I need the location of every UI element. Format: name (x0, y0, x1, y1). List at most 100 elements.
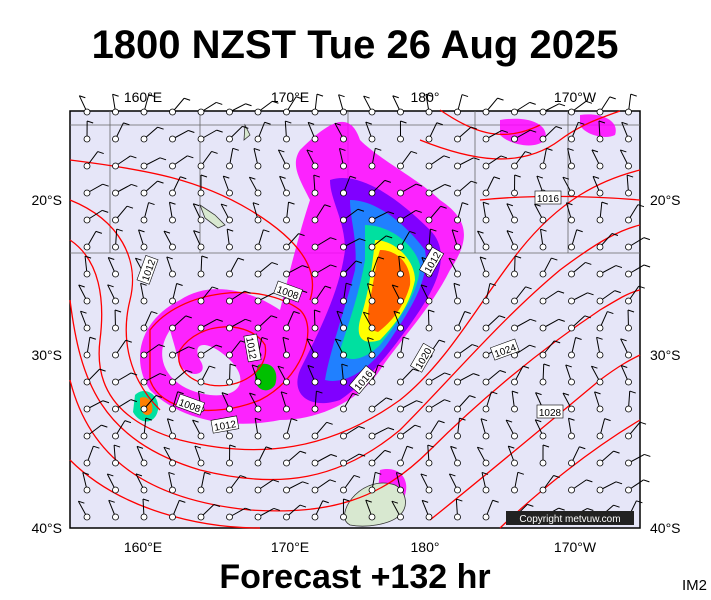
barb-flag (586, 479, 593, 483)
barb-flag (579, 446, 586, 450)
barb-flag (471, 344, 479, 348)
barb-flag (438, 420, 445, 424)
barb-flag (406, 445, 414, 449)
barb-flag (126, 205, 134, 209)
isobar-label: 1012 (210, 415, 240, 434)
longitude-label: 160°E (124, 89, 162, 105)
station (169, 324, 176, 332)
barb-flag (636, 500, 643, 504)
barb-flag (508, 445, 515, 449)
station (568, 351, 575, 359)
barb-flag (148, 202, 155, 206)
barb-flag (500, 155, 508, 159)
station (226, 108, 233, 116)
station (340, 108, 347, 116)
station (568, 432, 575, 440)
station (197, 486, 205, 494)
barb-flag (450, 445, 457, 449)
barb-flag (420, 284, 428, 288)
barb-flag (591, 149, 599, 153)
station (368, 432, 376, 440)
barb-flag (223, 175, 230, 179)
station (625, 459, 632, 467)
barb-flag (543, 363, 550, 367)
barb-flag (392, 284, 399, 288)
station (511, 189, 518, 197)
barb-flag (451, 229, 459, 233)
station (169, 405, 176, 413)
barb-flag (644, 453, 651, 457)
station (568, 216, 575, 224)
barb-flag (421, 499, 429, 503)
station (454, 405, 461, 413)
barb-flag (420, 473, 428, 477)
station (140, 378, 148, 386)
barb-flag (384, 179, 391, 183)
barb-flag (427, 444, 434, 448)
station (454, 432, 461, 440)
barb-flag (489, 282, 497, 286)
barb-flag (316, 390, 323, 394)
station (482, 270, 490, 278)
station (454, 324, 461, 332)
station (197, 243, 205, 251)
longitude-label: 170°W (554, 89, 597, 105)
station (397, 243, 404, 251)
barb-flag (306, 149, 314, 153)
barb-flag (209, 365, 216, 369)
station (368, 135, 376, 143)
station (482, 351, 490, 359)
station (226, 270, 233, 278)
station (625, 108, 632, 116)
barb-flag (461, 94, 469, 98)
barb-flag (78, 284, 85, 288)
station (596, 108, 604, 116)
station (83, 513, 91, 521)
station (169, 351, 176, 359)
barb-flag (398, 255, 405, 259)
barb-flag (444, 372, 451, 376)
barb-flag (229, 444, 236, 448)
barb-flag (227, 228, 234, 232)
barb-flag (107, 473, 114, 477)
station (283, 162, 290, 170)
copyright: Copyright metvuw.com (519, 514, 620, 525)
station (568, 459, 575, 467)
barb-flag (365, 121, 372, 125)
barb-flag (330, 454, 338, 457)
station (482, 243, 490, 251)
barb-flag (282, 336, 290, 340)
barb-flag (194, 445, 202, 449)
barb-flag (163, 446, 171, 450)
station (140, 162, 148, 170)
station (254, 432, 262, 440)
station (226, 243, 233, 251)
barb-flag (326, 421, 333, 425)
barb-flag (108, 257, 115, 261)
barb-flag (169, 201, 176, 205)
station (140, 108, 148, 116)
barb-flag (102, 183, 109, 187)
barb-flag (302, 481, 309, 485)
station (83, 189, 91, 197)
isobar-label-box (348, 365, 377, 395)
barb-flag (285, 120, 292, 124)
barb-flag (251, 364, 259, 368)
barb-flag (436, 122, 443, 126)
station (568, 378, 575, 386)
station (254, 297, 262, 305)
station (197, 108, 205, 116)
barb-flag (430, 228, 437, 232)
barb-flag (596, 336, 603, 340)
barb-flag (493, 176, 501, 180)
isobar-label: 1012 (243, 333, 262, 363)
station (140, 135, 148, 143)
station (568, 189, 575, 197)
station (283, 351, 290, 359)
barb-flag (125, 339, 132, 343)
station (311, 243, 319, 251)
station (197, 162, 205, 170)
station (368, 162, 376, 170)
station (482, 162, 490, 170)
station (511, 216, 518, 224)
